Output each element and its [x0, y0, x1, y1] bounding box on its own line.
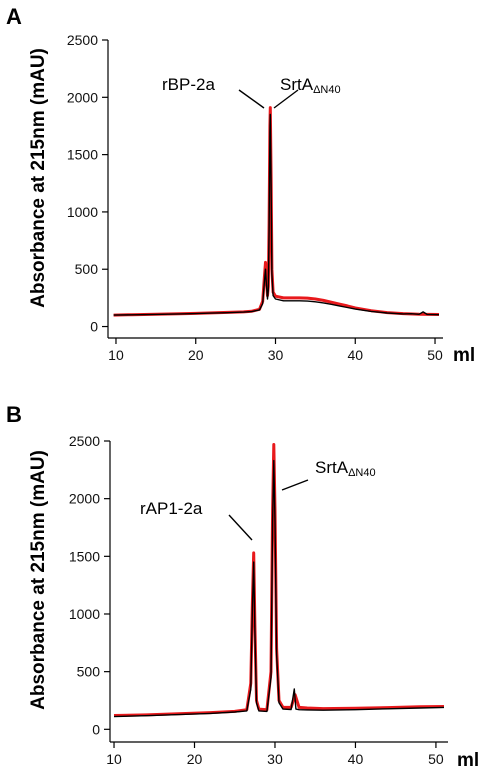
panel-b-plot: [113, 443, 445, 718]
panel-b-label: B: [6, 402, 22, 427]
panel-b-y-tick-label: 2000: [69, 491, 100, 507]
panel-a-y-tick-label: 2500: [67, 32, 98, 48]
annotation-srta-b-label: SrtA: [315, 458, 349, 477]
panel-b-y-axis-label: Absorbance at 215nm (mAU): [28, 450, 49, 710]
panel-a-y-axis-label: Absorbance at 215nm (mAU): [28, 48, 49, 308]
annotation-srta-a: SrtAΔN40: [280, 75, 341, 96]
panel-b-x-tick-label: 50: [428, 751, 444, 767]
annotation-srta-b: SrtAΔN40: [315, 458, 376, 479]
panel-a-series-line-1: [113, 106, 440, 317]
panel-b: B Absorbance at 215nm (mAU) ml 0 500 1000 1…: [6, 402, 479, 771]
panel-b-axes: 0 500 1000 1500 2000 2500 10 20 30 40 50: [69, 433, 448, 767]
annotation-leader-rap1-2a: [228, 514, 253, 541]
panel-b-y-tick-label: 1000: [69, 606, 100, 622]
panel-a-plot: [113, 106, 440, 317]
panel-a-label: A: [6, 4, 22, 29]
panel-a-x-tick-label: 40: [347, 347, 363, 363]
panel-a-y-tick-label: 1000: [67, 204, 98, 220]
panel-a-y-tick-label: 1500: [67, 147, 98, 163]
panel-b-x-axis-unit: ml: [457, 750, 479, 771]
annotation-rap1-2a: rAP1-2a: [140, 499, 203, 518]
panel-a-series-line-2: [113, 113, 440, 316]
panel-a-x-tick-label: 10: [108, 347, 124, 363]
annotation-srta-b-subscript: ΔN40: [348, 467, 376, 479]
panel-b-x-tick-label: 20: [187, 751, 203, 767]
panel-b-x-tick-label: 10: [106, 751, 122, 767]
annotation-leader-srta-b: [281, 479, 309, 491]
panel-a-annotations: rBP-2a SrtAΔN40: [162, 75, 341, 109]
panel-a-x-tick-label: 30: [268, 347, 284, 363]
panel-b-series-line-2: [113, 459, 445, 718]
panel-b-y-tick-label: 0: [92, 721, 100, 737]
panel-a-x-tick-label: 20: [188, 347, 204, 363]
panel-b-x-tick-label: 30: [267, 751, 283, 767]
panel-a: A Absorbance at 215nm (mAU) ml 0 500 1000 1…: [6, 4, 475, 366]
panel-a-x-axis-unit: ml: [453, 345, 475, 366]
panel-a-y-tick-label: 500: [75, 261, 99, 277]
annotation-leader-srta: [273, 89, 299, 109]
annotation-srta-a-subscript: ΔN40: [313, 84, 341, 96]
annotation-rbp-2a: rBP-2a: [162, 75, 215, 94]
panel-b-y-tick-label: 500: [77, 664, 101, 680]
panel-a-x-tick-label: 50: [427, 347, 443, 363]
panel-a-y-tick-label: 2000: [67, 89, 98, 105]
panel-b-annotations: rAP1-2a SrtAΔN40: [140, 458, 376, 541]
panel-a-axes: 0 500 1000 1500 2000 2500 10 20 30 40 50: [67, 32, 443, 363]
panel-a-y-tick-label: 0: [90, 319, 98, 335]
panel-b-y-tick-label: 1500: [69, 548, 100, 564]
panel-b-series-line-1: [113, 443, 445, 717]
panel-b-x-tick-label: 40: [348, 751, 364, 767]
annotation-srta-a-label: SrtA: [280, 75, 314, 94]
panel-b-y-tick-label: 2500: [69, 433, 100, 449]
annotation-leader-rbp-2a: [238, 89, 265, 109]
